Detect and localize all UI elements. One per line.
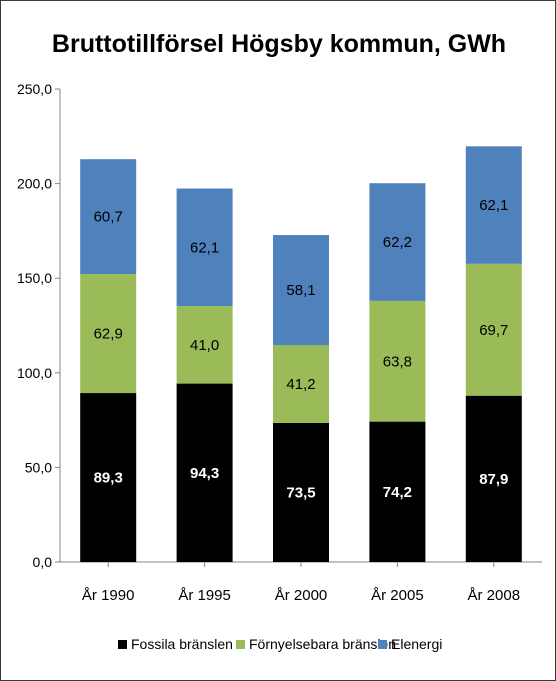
legend-label: Förnyelsebara bränslen	[249, 636, 396, 652]
bar-segment	[176, 188, 233, 307]
legend-swatch	[236, 640, 245, 649]
y-tick-label: 250,0	[17, 81, 52, 97]
data-label: 60,7	[94, 209, 123, 226]
y-tick-label: 100,0	[17, 365, 52, 381]
data-label: 62,1	[190, 239, 219, 256]
bar-segment	[465, 146, 522, 264]
data-label: 94,3	[190, 465, 219, 482]
legend-label: Elenergi	[391, 636, 442, 652]
data-label: 41,2	[286, 376, 315, 393]
bar-segment	[80, 159, 137, 275]
bar-segment	[369, 300, 426, 422]
y-tick-label: 200,0	[17, 176, 52, 192]
bar-segment	[80, 393, 137, 562]
bar-segment	[465, 395, 522, 562]
bar-segment	[273, 235, 329, 345]
data-label: 89,3	[94, 470, 123, 487]
x-tick-label: År 1995	[178, 587, 231, 604]
data-label: 62,9	[94, 326, 123, 343]
data-label: 58,1	[286, 282, 315, 299]
y-axis-ticks: 0,0 50,0 100,0 150,0 200,0 250,0	[17, 81, 60, 570]
data-label: 63,8	[383, 353, 412, 370]
bar-segment	[80, 274, 137, 394]
legend-swatch	[118, 640, 127, 649]
data-label: 62,1	[479, 197, 508, 214]
x-tick-label: År 2008	[468, 587, 521, 604]
data-label: 74,2	[383, 484, 412, 501]
bar-segment	[465, 263, 522, 396]
data-label: 87,9	[479, 471, 508, 488]
x-tick-label: År 1990	[82, 587, 135, 604]
y-tick-label: 50,0	[25, 459, 52, 475]
data-label: 62,2	[383, 234, 412, 251]
bar-stacks: 89,3 62,9 60,7 94,3 41,0 62,1 73,5 41,2 58,1 74,2…	[80, 146, 522, 562]
data-label: 69,7	[479, 322, 508, 339]
x-tick-label: År 2005	[371, 587, 424, 604]
data-label: 73,5	[286, 484, 315, 501]
legend-label: Fossila bränslen	[131, 636, 233, 652]
bar-segment	[369, 421, 426, 562]
bar-segment	[273, 344, 329, 423]
bar-segment	[369, 183, 426, 301]
x-tick-label: År 2000	[275, 587, 328, 604]
y-tick-label: 150,0	[17, 270, 52, 286]
data-label: 41,0	[190, 337, 219, 354]
bar-segment	[176, 383, 233, 562]
bar-segment	[273, 422, 329, 562]
bar-segment	[176, 306, 233, 384]
x-axis-labels: År 1990 År 1995 År 2000 År 2005 År 2008	[82, 562, 520, 604]
legend-swatch	[378, 640, 387, 649]
y-tick-label: 0,0	[33, 554, 53, 570]
legend: Fossila bränslen Förnyelsebara bränslenEl…	[118, 636, 442, 652]
chart-title: Bruttotillförsel Högsby kommun, GWh	[52, 30, 506, 58]
